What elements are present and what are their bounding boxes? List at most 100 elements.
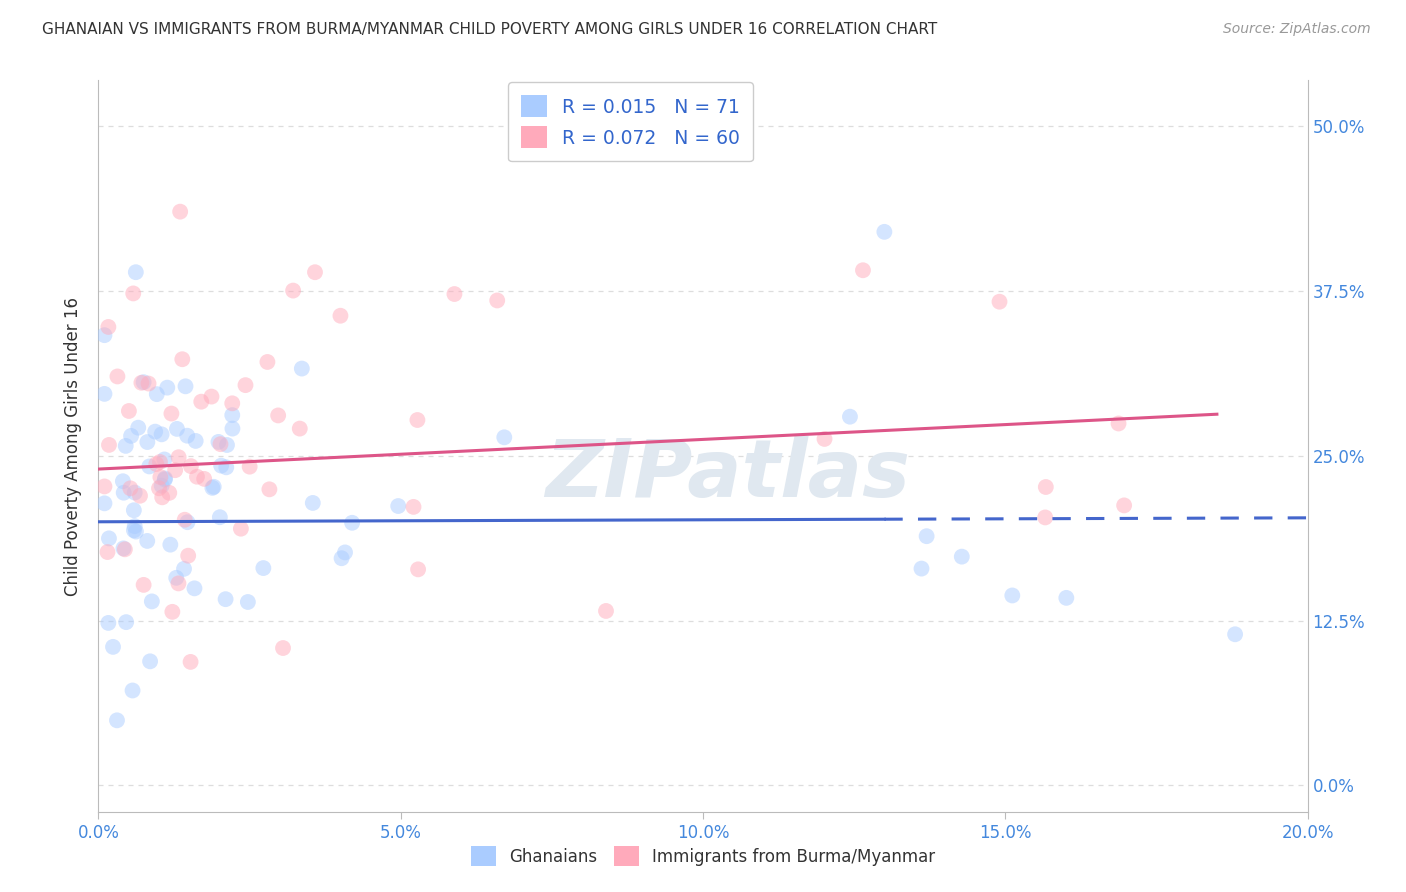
Point [97, 532, 120, 546]
Point [208, 510, 231, 524]
Point [150, 478, 173, 492]
Point [1108, 417, 1130, 431]
Point [166, 422, 188, 436]
Legend: R = 0.015   N = 71, R = 0.072   N = 60: R = 0.015 N = 71, R = 0.072 N = 60 [508, 82, 754, 161]
Point [177, 549, 200, 563]
Point [301, 496, 323, 510]
Point [97, 320, 120, 334]
Point [443, 287, 465, 301]
Point [150, 491, 173, 505]
Point [93, 479, 115, 493]
Point [149, 470, 172, 484]
Point [165, 463, 187, 477]
Point [207, 434, 229, 449]
Point [340, 516, 363, 530]
Point [105, 714, 128, 728]
Point [153, 471, 176, 485]
Point [281, 284, 304, 298]
Point [112, 485, 135, 500]
Point [288, 421, 311, 435]
Point [122, 286, 145, 301]
Point [186, 469, 208, 483]
Point [950, 549, 973, 564]
Point [111, 475, 134, 489]
Point [138, 459, 160, 474]
Point [852, 263, 875, 277]
Point [236, 595, 259, 609]
Point [169, 204, 191, 219]
Point [115, 615, 138, 629]
Point [125, 524, 148, 539]
Point [304, 265, 326, 279]
Point [813, 432, 835, 446]
Point [146, 387, 169, 401]
Point [165, 571, 187, 585]
Point [159, 538, 181, 552]
Point [93, 496, 115, 510]
Point [200, 390, 222, 404]
Point [148, 481, 170, 495]
Point [988, 294, 1011, 309]
Point [160, 407, 183, 421]
Point [173, 562, 195, 576]
Point [124, 485, 146, 500]
Point [873, 225, 896, 239]
Point [132, 375, 155, 389]
Point [138, 376, 160, 391]
Point [221, 396, 243, 410]
Point [291, 361, 314, 376]
Point [486, 293, 509, 308]
Point [136, 435, 159, 450]
Point [120, 481, 142, 495]
Point [1033, 510, 1056, 524]
Point [329, 309, 352, 323]
Point [915, 529, 938, 543]
Point [132, 578, 155, 592]
Point [167, 576, 190, 591]
Point [176, 515, 198, 529]
Point [221, 408, 243, 422]
Point [98, 438, 121, 452]
Point [127, 420, 149, 434]
Point [387, 499, 409, 513]
Point [402, 500, 425, 514]
Point [271, 640, 294, 655]
Point [215, 438, 238, 452]
Point [156, 381, 179, 395]
Point [114, 439, 136, 453]
Point [494, 430, 516, 444]
Point [214, 592, 236, 607]
Point [1223, 627, 1246, 641]
Point [93, 328, 115, 343]
Point [153, 452, 176, 467]
Point [1114, 499, 1136, 513]
Point [131, 376, 153, 390]
Point [167, 450, 190, 465]
Point [215, 460, 238, 475]
Point [153, 473, 176, 487]
Point [118, 404, 141, 418]
Legend: Ghanaians, Immigrants from Burma/Myanmar: Ghanaians, Immigrants from Burma/Myanmar [463, 838, 943, 875]
Point [209, 437, 232, 451]
Point [176, 428, 198, 442]
Point [1001, 589, 1024, 603]
Point [97, 615, 120, 630]
Point [190, 394, 212, 409]
Point [101, 640, 124, 654]
Point [1054, 591, 1077, 605]
Point [180, 655, 202, 669]
Point [229, 522, 252, 536]
Point [259, 483, 281, 497]
Point [1035, 480, 1057, 494]
Point [122, 503, 145, 517]
Point [121, 683, 143, 698]
Text: ZIPatlas: ZIPatlas [544, 436, 910, 515]
Point [114, 542, 136, 557]
Point [174, 379, 197, 393]
Point [96, 545, 118, 559]
Point [183, 582, 205, 596]
Point [139, 654, 162, 668]
Point [202, 480, 225, 494]
Point [145, 457, 167, 471]
Point [595, 604, 617, 618]
